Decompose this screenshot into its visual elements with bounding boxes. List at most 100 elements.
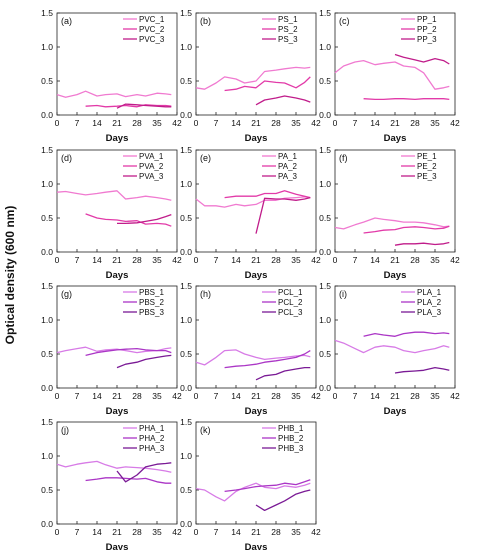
legend-label: PVA_3 <box>139 172 164 181</box>
y-tick-label: 0.5 <box>41 213 53 223</box>
legend-label: PHB_1 <box>278 424 304 433</box>
x-tick-label: 14 <box>231 527 241 537</box>
panel-label: (i) <box>339 289 347 299</box>
x-tick-label: 42 <box>450 255 460 265</box>
x-tick-label: 28 <box>271 255 281 265</box>
series-line-PCL_3 <box>255 366 311 381</box>
y-tick-label: 1.5 <box>319 281 331 291</box>
y-tick-label: 1.5 <box>180 145 192 155</box>
panel-label: (a) <box>61 16 72 26</box>
legend-label: PLA_2 <box>417 298 442 307</box>
legend-label: PA_2 <box>278 162 298 171</box>
x-tick-label: 35 <box>291 255 301 265</box>
series-line-PVA_1 <box>56 190 172 201</box>
x-tick-label: 35 <box>152 118 162 128</box>
y-tick-label: 0.5 <box>319 76 331 86</box>
x-axis-label: Days <box>245 270 268 281</box>
series-line-PS_1 <box>195 66 311 90</box>
plot-frame <box>195 12 317 116</box>
series-line-PHA_3 <box>116 462 172 483</box>
legend-label: PVC_3 <box>139 35 165 44</box>
x-tick-label: 0 <box>55 255 60 265</box>
panel-e: 0.0 0.5 1.0 1.5 0 7 14 21 28 35 42 Days (e) PA_1PA_2P… <box>180 145 321 281</box>
series-line-PS_3 <box>255 95 311 106</box>
legend-label: PCL_1 <box>278 288 303 297</box>
legend-label: PBS_1 <box>139 288 164 297</box>
series-line-PLA_2 <box>363 331 450 337</box>
x-tick-label: 21 <box>390 391 400 401</box>
y-tick-label: 1.0 <box>180 451 192 461</box>
legend-label: PP_2 <box>417 25 437 34</box>
legend-label: PE_1 <box>417 152 437 161</box>
series-line-PCL_1 <box>195 349 311 366</box>
y-tick-label: 1.5 <box>180 417 192 427</box>
x-tick-label: 42 <box>450 391 460 401</box>
x-tick-label: 21 <box>251 118 261 128</box>
panel-c: 0.0 0.5 1.0 1.5 0 7 14 21 28 35 42 Days (c) PP_1PP_2P… <box>319 8 460 144</box>
legend-label: PA_3 <box>278 172 298 181</box>
y-tick-label: 0.0 <box>180 383 192 393</box>
panel-label: (d) <box>61 153 72 163</box>
y-tick-label: 1.0 <box>41 179 53 189</box>
legend-label: PBS_2 <box>139 298 164 307</box>
x-tick-label: 0 <box>55 391 60 401</box>
legend-label: PCL_3 <box>278 308 303 317</box>
x-tick-label: 7 <box>75 118 80 128</box>
x-axis-label: Days <box>384 270 407 281</box>
legend-label: PA_1 <box>278 152 298 161</box>
x-tick-label: 35 <box>152 391 162 401</box>
x-tick-label: 42 <box>450 118 460 128</box>
legend-label: PS_1 <box>278 15 298 24</box>
y-tick-label: 0.0 <box>41 519 53 529</box>
x-tick-label: 14 <box>231 118 241 128</box>
y-tick-label: 0.0 <box>180 110 192 120</box>
series-line-PHB_2 <box>224 479 311 493</box>
x-axis-label: Days <box>245 406 268 417</box>
y-tick-label: 1.0 <box>319 42 331 52</box>
x-tick-label: 42 <box>311 527 321 537</box>
y-tick-label: 0.0 <box>41 110 53 120</box>
x-tick-label: 14 <box>370 118 380 128</box>
legend-label: PHA_3 <box>139 444 165 453</box>
legend-label: PS_3 <box>278 35 298 44</box>
x-tick-label: 35 <box>430 255 440 265</box>
x-tick-label: 21 <box>112 391 122 401</box>
x-tick-label: 28 <box>132 118 142 128</box>
x-tick-label: 42 <box>172 118 182 128</box>
x-tick-label: 42 <box>311 391 321 401</box>
x-tick-label: 0 <box>333 255 338 265</box>
y-tick-label: 1.5 <box>180 8 192 18</box>
series-line-PBS_3 <box>116 354 172 369</box>
x-tick-label: 35 <box>430 391 440 401</box>
y-tick-label: 1.0 <box>319 315 331 325</box>
y-tick-label: 0.0 <box>319 247 331 257</box>
y-tick-label: 1.0 <box>180 42 192 52</box>
panel-label: (f) <box>339 153 348 163</box>
x-tick-label: 42 <box>172 391 182 401</box>
panel-label: (c) <box>339 16 350 26</box>
y-tick-label: 0.5 <box>41 349 53 359</box>
plot-frame <box>334 149 456 253</box>
x-tick-label: 28 <box>132 391 142 401</box>
series-line-PE_2 <box>363 225 450 234</box>
legend-label: PP_3 <box>417 35 437 44</box>
x-tick-label: 0 <box>55 118 60 128</box>
series-line-PVA_2 <box>85 213 172 227</box>
x-tick-label: 14 <box>92 527 102 537</box>
legend-label: PVA_2 <box>139 162 164 171</box>
x-tick-label: 0 <box>194 391 199 401</box>
series-line-PVC_2 <box>85 104 172 108</box>
x-tick-label: 28 <box>271 527 281 537</box>
x-tick-label: 7 <box>75 391 80 401</box>
y-tick-label: 0.5 <box>41 76 53 86</box>
y-tick-label: 1.5 <box>41 145 53 155</box>
x-tick-label: 28 <box>132 527 142 537</box>
series-line-PHB_1 <box>195 482 311 502</box>
legend-label: PS_2 <box>278 25 298 34</box>
y-tick-label: 0.5 <box>180 485 192 495</box>
x-tick-label: 14 <box>231 391 241 401</box>
